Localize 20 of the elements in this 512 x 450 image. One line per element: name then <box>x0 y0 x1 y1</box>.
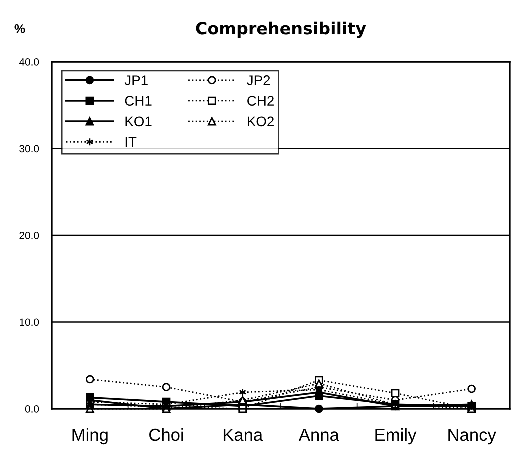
legend-label: CH1 <box>125 96 152 106</box>
x-tick-label: Emily <box>376 428 417 445</box>
y-tick-label: 20.0 <box>20 232 40 240</box>
legend-label: JP1 <box>124 76 148 86</box>
y-axis-title: % <box>14 24 26 34</box>
legend-label: KO2 <box>248 116 274 127</box>
legend-label: JP2 <box>247 76 270 86</box>
chart-title: Comprehensibility <box>196 22 366 38</box>
legend-label: KO1 <box>126 116 152 127</box>
y-tick-label: 10.0 <box>20 318 40 326</box>
y-tick-label: 0.0 <box>25 406 40 413</box>
x-tick-label: Ming <box>72 428 108 445</box>
x-tick-label: Nancy <box>448 429 496 445</box>
x-tick-label: Anna <box>298 429 340 442</box>
y-tick-label: 30.0 <box>20 145 40 153</box>
legend-label: CH2 <box>248 96 274 106</box>
x-tick-label: Kana <box>224 429 264 442</box>
x-tick-label: Choi <box>150 428 184 442</box>
legend-label: IT <box>126 137 137 148</box>
y-tick-label: 40.0 <box>19 58 40 66</box>
